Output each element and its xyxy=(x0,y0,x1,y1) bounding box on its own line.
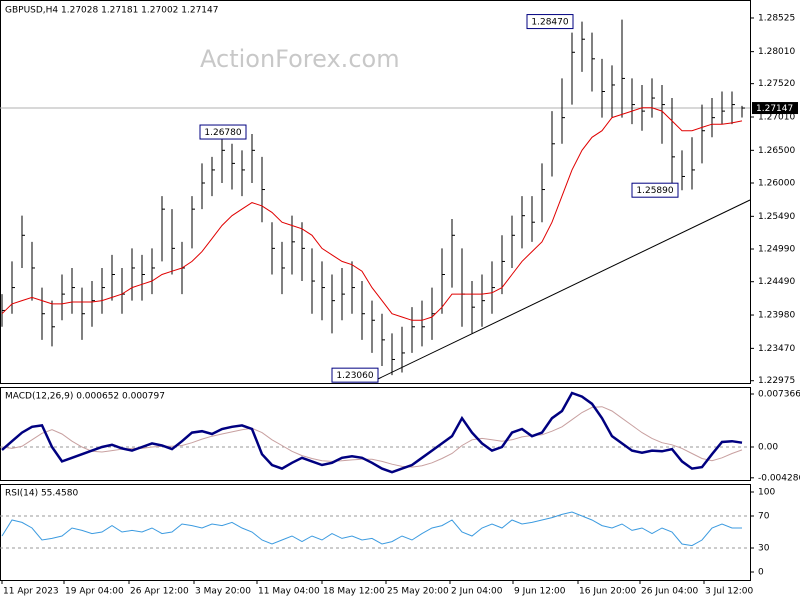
x-tick-label: 25 May 20:00 xyxy=(387,587,449,597)
y-tick-label: -0.004286 xyxy=(758,473,800,483)
annotation-box xyxy=(526,14,574,30)
moving-average xyxy=(1,107,743,321)
y-tick-label: 0.00 xyxy=(758,442,778,452)
x-tick-label: 2 Jun 04:00 xyxy=(451,587,503,597)
current-price-label: 1.27147 xyxy=(756,104,793,114)
annotation-label: 1.28470 xyxy=(531,18,568,28)
annotation-label: 1.25890 xyxy=(636,186,673,196)
x-tick-label: 19 Apr 04:00 xyxy=(65,587,124,597)
rsi-panel xyxy=(0,484,751,581)
y-tick-label: 0.007366 xyxy=(758,390,800,400)
y-tick-label: 1.24990 xyxy=(758,245,795,255)
y-tick-label: 1.22975 xyxy=(758,376,795,386)
chart-title: GBPUSD,H4 1.27028 1.27181 1.27002 1.2714… xyxy=(5,6,218,16)
watermark: ActionForex.com xyxy=(200,45,400,73)
y-tick-label: 1.26000 xyxy=(758,179,795,189)
rsi-title: RSI(14) 55.4580 xyxy=(5,489,78,499)
y-tick-label: 1.27520 xyxy=(758,79,795,89)
annotation-box xyxy=(331,367,379,383)
y-tick-label: 1.28010 xyxy=(758,47,795,57)
x-tick-label: 16 Jun 20:00 xyxy=(579,587,636,597)
annotation-box xyxy=(631,182,679,198)
x-tick-label: 3 May 20:00 xyxy=(195,587,251,597)
annotation-box xyxy=(199,124,247,140)
y-tick-label: 1.28525 xyxy=(758,13,795,23)
x-tick-label: 9 Jun 12:00 xyxy=(514,587,566,597)
y-tick-label: 1.26500 xyxy=(758,146,795,156)
y-tick-label: 0 xyxy=(758,568,764,578)
current-price-box xyxy=(752,102,798,115)
trendline xyxy=(374,199,751,381)
y-tick-label: 70 xyxy=(758,512,770,522)
price-panel xyxy=(0,0,751,384)
x-tick-label: 11 May 04:00 xyxy=(258,587,320,597)
y-tick-label: 1.23980 xyxy=(758,311,795,321)
x-tick-label: 26 Apr 12:00 xyxy=(130,587,189,597)
x-tick-label: 11 Apr 2023 xyxy=(3,587,59,597)
macd-panel xyxy=(0,387,751,481)
macd-title: MACD(12,26,9) 0.000652 0.000797 xyxy=(5,392,165,402)
x-tick-label: 3 Jul 12:00 xyxy=(705,587,754,597)
indicator-line xyxy=(1,391,743,474)
indicator-line xyxy=(1,511,742,547)
y-tick-label: 1.25490 xyxy=(758,212,795,222)
y-tick-label: 1.27010 xyxy=(758,112,795,122)
annotation-label: 1.26780 xyxy=(204,128,241,138)
annotation-label: 1.23060 xyxy=(336,371,373,381)
y-tick-label: 100 xyxy=(758,488,775,498)
y-tick-label: 1.24490 xyxy=(758,277,795,287)
x-tick-label: 18 May 12:00 xyxy=(323,587,385,597)
y-tick-label: 30 xyxy=(758,544,770,554)
y-tick-label: 1.23470 xyxy=(758,344,795,354)
x-tick-label: 26 Jun 04:00 xyxy=(641,587,698,597)
